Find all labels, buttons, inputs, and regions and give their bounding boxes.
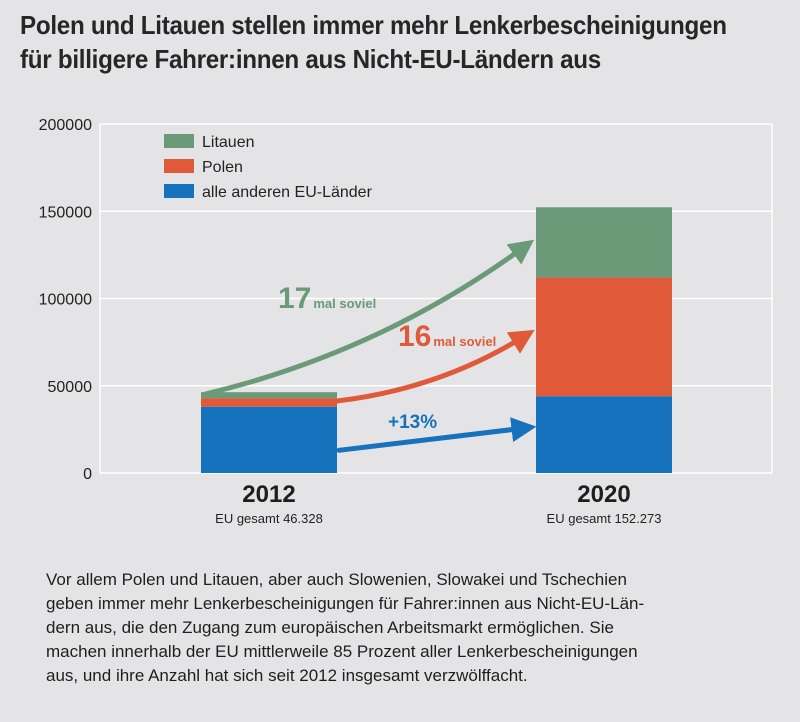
- annotation-alle-anderen-eu-länder: +13%: [388, 412, 437, 433]
- bar-2020-polen: [536, 277, 672, 397]
- y-tick-label-200000: 200000: [39, 117, 92, 134]
- growth-arrow-litauen: [202, 239, 535, 397]
- y-tick-label-0: 0: [83, 466, 92, 483]
- annotation-unit: mal soviel: [433, 334, 496, 349]
- bar-2012-litauen: [201, 392, 337, 399]
- caption-line-3: dern aus, die den Zugang zum europäische…: [46, 618, 614, 637]
- caption: Vor allem Polen und Litauen, aber auch S…: [46, 568, 766, 688]
- caption-line-1: Vor allem Polen und Litauen, aber auch S…: [46, 570, 627, 589]
- legend-label-polen: Polen: [202, 159, 243, 176]
- bar-2012-alle-anderen-eu-länder: [201, 406, 337, 473]
- growth-arrow-alle-anderen-eu-länder: [336, 417, 537, 453]
- annotation-litauen: 17 mal soviel: [278, 282, 376, 315]
- annotation-polen: 16 mal soviel: [398, 320, 496, 353]
- y-tick-label-150000: 150000: [39, 204, 92, 221]
- bar-2012-polen: [201, 398, 337, 407]
- y-tick-label-50000: 50000: [48, 379, 93, 396]
- chart-title: Polen und Litauen stellen immer mehr Len…: [20, 8, 736, 76]
- caption-line-5: aus, und ihre Anzahl hat sich seit 2012 …: [46, 666, 528, 685]
- legend-label-litauen: Litauen: [202, 134, 255, 151]
- bar-2020-alle-anderen-eu-länder: [536, 396, 672, 473]
- y-axis: 0 50000 100000 150000 200000: [39, 117, 92, 483]
- x-category-sublabel-2020: EU gesamt 152.273: [547, 511, 662, 526]
- chart-title-line-1: Polen und Litauen stellen immer mehr Len…: [20, 10, 727, 40]
- annotation-value: 17: [278, 282, 311, 315]
- x-category-label-2020: 2020: [577, 481, 630, 508]
- x-category-label-2012: 2012: [242, 481, 295, 508]
- legend-swatch-polen: [164, 159, 194, 173]
- annotation-value: 16: [398, 320, 431, 353]
- legend-label-alle-anderen-eu-länder: alle anderen EU-Länder: [202, 184, 373, 201]
- caption-line-2: geben immer mehr Lenkerbescheinigungen f…: [46, 594, 645, 613]
- legend: Litauen Polen alle anderen EU-Länder: [164, 134, 373, 201]
- bar-2020-litauen: [536, 207, 672, 278]
- annotation-unit: mal soviel: [313, 296, 376, 311]
- bars: [201, 207, 672, 473]
- legend-swatch-alle-anderen-eu-länder: [164, 184, 194, 198]
- legend-swatch-litauen: [164, 134, 194, 148]
- x-axis-labels: 2012 EU gesamt 46.328 2020 EU gesamt 152.27…: [215, 481, 661, 526]
- growth-arrow-polen: [320, 329, 535, 405]
- caption-line-4: machen innerhalb der EU mittlerweile 85 …: [46, 642, 638, 661]
- y-tick-label-100000: 100000: [39, 292, 92, 309]
- x-category-sublabel-2012: EU gesamt 46.328: [215, 511, 323, 526]
- annotation-value: +13%: [388, 412, 437, 433]
- chart-title-line-2: für billigere Fahrer:innen aus Nicht-EU-…: [20, 44, 601, 74]
